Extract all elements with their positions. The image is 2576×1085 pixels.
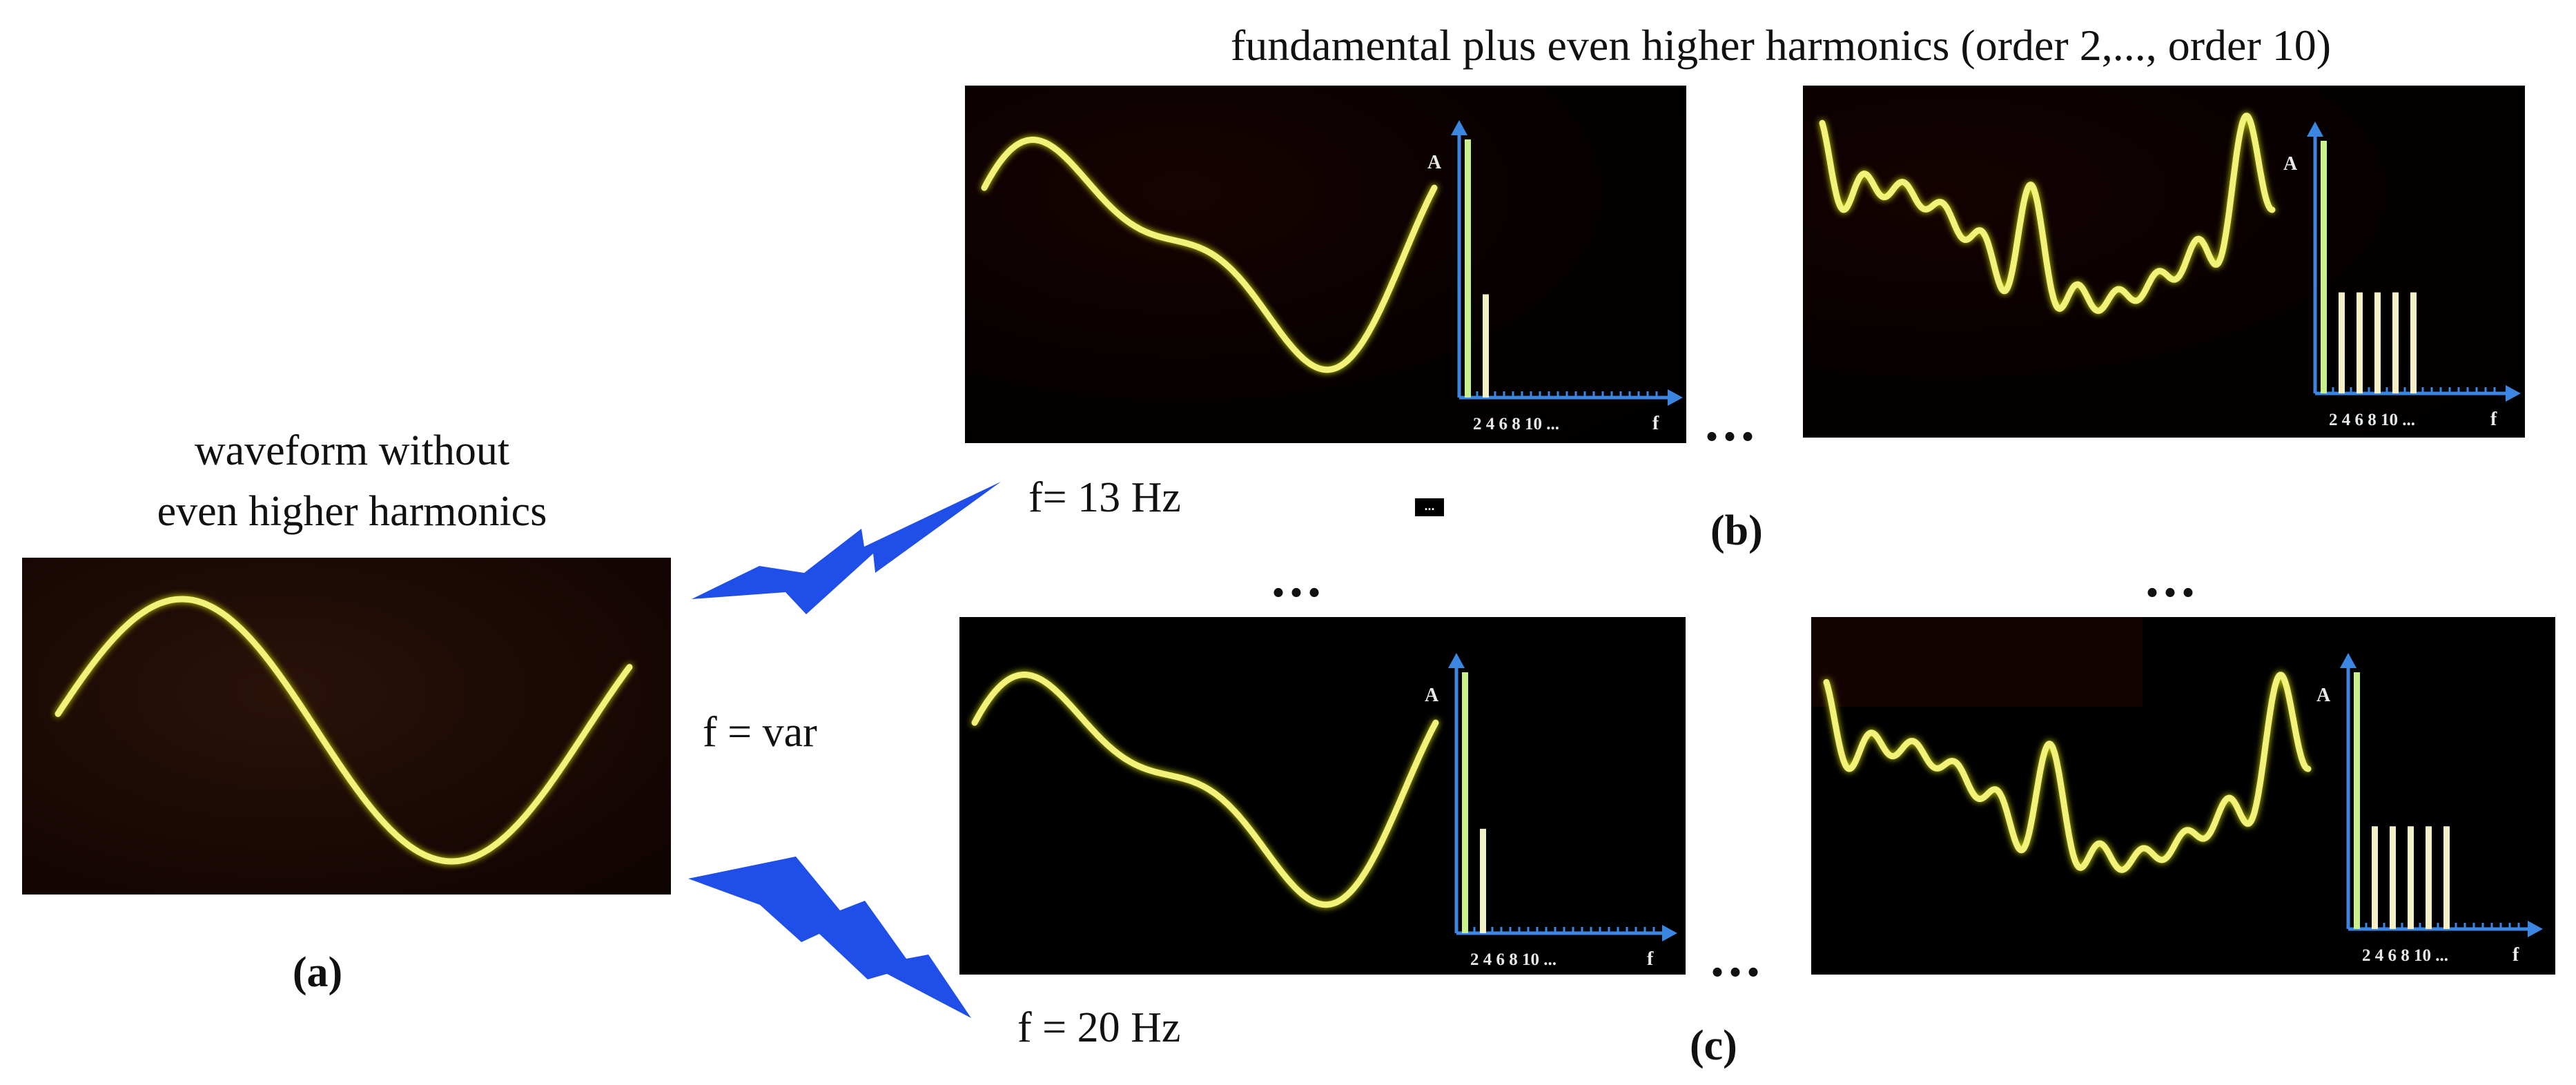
panel-b-freq-label: f= 13 Hz — [1028, 474, 1181, 521]
lightning-bolt-upper-icon — [692, 482, 1001, 614]
panel-c-left-waveform — [971, 672, 1439, 908]
spectrum-bar — [2390, 826, 2396, 929]
panel-a-caption-line2: even higher harmonics — [157, 488, 547, 535]
spectrum-bar — [2392, 292, 2399, 393]
spectrum-y-label: A — [2283, 153, 2298, 175]
panel-c-left-spectrum: Af 2 4 6 8 10 ... — [1425, 653, 1677, 970]
f-var-label: f = var — [703, 709, 817, 756]
spectrum-y-label: A — [1427, 152, 1442, 173]
ellipsis-c-middle: ... — [1710, 928, 1764, 988]
spectrum-x-arrow-icon — [2528, 921, 2543, 937]
spectrum-bar — [2321, 141, 2327, 393]
panel-b-left-waveform — [981, 137, 1438, 373]
panel-a-screen — [22, 558, 671, 895]
spectrum-bar — [2410, 292, 2417, 393]
spectrum-bar — [1465, 139, 1471, 398]
figure-title: fundamental plus even higher harmonics (… — [1230, 21, 2332, 70]
spectrum-y-arrow-icon — [2307, 121, 2323, 137]
spectrum-bar — [1483, 294, 1489, 398]
lightning-bolt-lower-icon — [688, 857, 971, 1018]
ellipsis-b-middle: ... — [1705, 392, 1759, 453]
spectrum-bar — [2357, 292, 2363, 393]
ellipsis-left-between: ... — [1271, 548, 1325, 609]
spectrum-bar — [2354, 672, 2360, 929]
panel-c-right-spectrum: Af 2 4 6 8 10 ... — [2316, 653, 2543, 966]
spectrum-x-label: f — [2512, 944, 2519, 966]
spectrum-x-label: f — [1647, 948, 1654, 970]
panel-a-caption-line1: waveform without — [194, 427, 510, 474]
panel-b-right-waveform-svg — [1819, 113, 2276, 314]
panel-c-label: (c) — [1690, 1022, 1737, 1069]
panel-c-freq-label: f = 20 Hz — [1017, 1004, 1181, 1051]
panel-c-right-waveform-svg — [1823, 672, 2312, 873]
spectrum-bar — [2426, 826, 2432, 929]
small-marker: ... — [1415, 498, 1444, 516]
spectrum-x-label: f — [2490, 409, 2497, 430]
spectrum-bar — [2339, 292, 2345, 393]
spectrum-tick-labels: 2 4 6 8 10 ... — [1473, 415, 1559, 433]
panel-b-left-waveform-svg — [981, 137, 1438, 373]
panel-c-left-waveform-svg — [971, 672, 1439, 908]
spectrum-tick-labels: 2 4 6 8 10 ... — [2329, 411, 2415, 429]
spectrum-tick-labels: 2 4 6 8 10 ... — [2362, 946, 2448, 965]
spectrum-bar — [2408, 826, 2414, 929]
ellipsis-right-between: ... — [2145, 548, 2199, 609]
spectrum-bar — [2443, 826, 2450, 929]
spectrum-y-label: A — [2316, 685, 2331, 706]
spectrum-bar — [1462, 672, 1468, 933]
spectrum-bar — [2372, 826, 2378, 929]
panel-a-waveform — [55, 596, 633, 865]
spectrum-y-arrow-icon — [2340, 653, 2357, 668]
panel-a-label: (a) — [292, 949, 343, 996]
panel-b-left-spectrum: Af 2 4 6 8 10 ... — [1427, 120, 1683, 434]
panel-b-right-waveform — [1819, 113, 2276, 314]
spectrum-y-arrow-icon — [1451, 120, 1467, 135]
panel-c-right-top-shade — [1811, 617, 2143, 707]
spectrum-x-arrow-icon — [1668, 389, 1683, 406]
spectrum-x-arrow-icon — [2506, 385, 2521, 402]
spectrum-bar — [1480, 828, 1486, 933]
spectrum-y-arrow-icon — [1448, 653, 1465, 668]
spectrum-x-label: f — [1652, 413, 1659, 434]
spectrum-tick-labels: 2 4 6 8 10 ... — [1470, 950, 1557, 969]
panel-c-right-waveform — [1823, 672, 2312, 873]
spectrum-y-label: A — [1425, 685, 1439, 706]
panel-a-waveform-svg — [55, 596, 633, 865]
spectrum-x-arrow-icon — [1662, 925, 1677, 941]
panel-b-right-spectrum: Af 2 4 6 8 10 ... — [2283, 121, 2521, 430]
panel-b-label: (b) — [1710, 507, 1763, 554]
spectrum-bar — [2374, 292, 2381, 393]
